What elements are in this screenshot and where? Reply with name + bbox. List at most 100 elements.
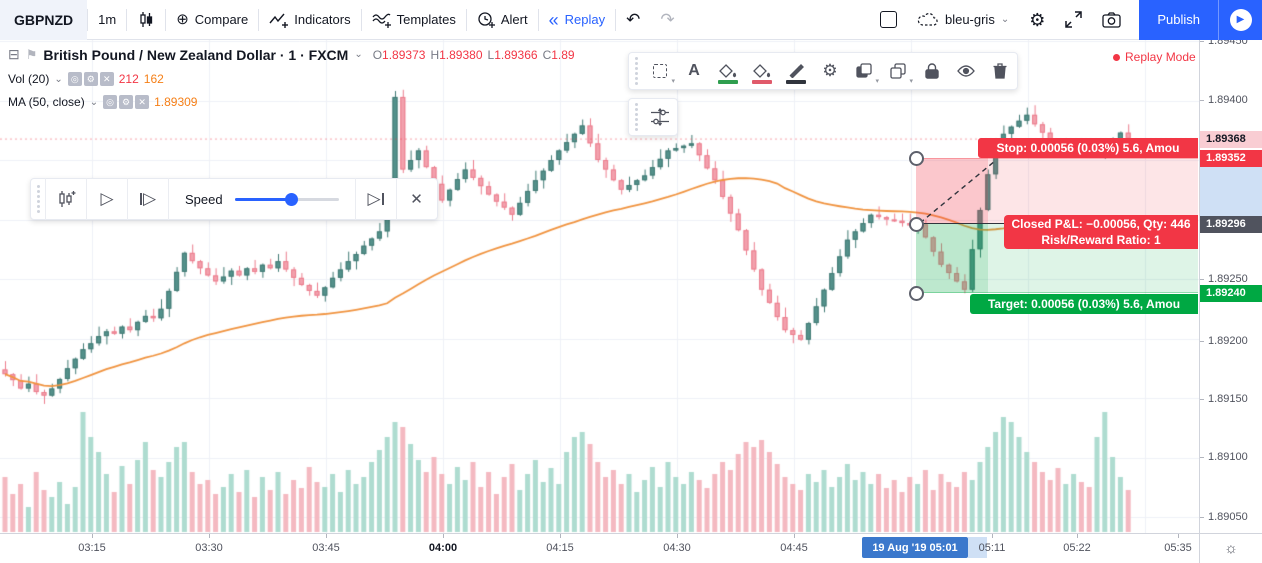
line-color-button[interactable] — [779, 54, 813, 88]
fill-color-loss-button[interactable] — [745, 54, 779, 88]
templates-button[interactable]: Templates — [362, 0, 466, 40]
target-label[interactable]: Target: 0.00056 (0.03%) 5.6, Amou — [970, 294, 1198, 314]
time-axis[interactable]: 19 Aug '19 05:01 03:15 03:30 03:45 04:00 04:… — [0, 533, 1199, 563]
undo-icon: ↶ — [626, 10, 641, 29]
time-tick-label: 04:00 — [428, 542, 458, 554]
symbol-title[interactable]: British Pound / New Zealand Dollar · 1 ·… — [43, 46, 349, 63]
ma-study-label[interactable]: MA (50, close) — [8, 95, 85, 109]
axis-selection-zone — [1200, 167, 1262, 216]
stop-handle[interactable] — [909, 151, 924, 166]
gear-icon[interactable]: ⚙ — [119, 95, 134, 109]
lock-icon — [925, 63, 939, 79]
speed-slider[interactable] — [234, 192, 339, 206]
chevron-down-icon[interactable]: ⌄ — [354, 49, 363, 60]
fullscreen-button[interactable] — [1055, 0, 1092, 40]
paint-bucket-icon — [753, 63, 771, 78]
alert-button[interactable]: Alert — [467, 0, 538, 40]
target-handle[interactable] — [909, 286, 924, 301]
undo-button[interactable]: ↶ — [616, 0, 650, 40]
time-tick-mark — [992, 534, 993, 538]
lock-button[interactable] — [915, 54, 949, 88]
trend-dash-line — [919, 160, 996, 224]
indicators-button[interactable]: Indicators — [259, 0, 360, 40]
chart-plot-area[interactable] — [0, 40, 1199, 533]
close-icon[interactable]: ✕ — [135, 95, 150, 109]
gear-icon[interactable]: ⚙ — [83, 72, 98, 86]
entry-handle[interactable] — [909, 217, 924, 232]
close-icon[interactable]: ✕ — [99, 72, 114, 86]
ma-legend-row: MA (50, close) ⌄ ◎ ⚙ ✕ 1.89309 — [8, 95, 580, 109]
screenshot-button[interactable] — [1092, 0, 1131, 40]
time-tick-label: 04:30 — [663, 542, 691, 554]
short-position-target-zone-active — [916, 224, 988, 293]
price-tick: 1.89100 — [1200, 451, 1262, 463]
chevron-down-icon[interactable]: ⌄ — [54, 73, 63, 85]
clone-button[interactable]: ▾ — [881, 54, 915, 88]
flag-icon[interactable]: ⚑ — [25, 46, 38, 62]
close-replay-button[interactable]: ✕ — [410, 191, 423, 208]
settings-button[interactable]: ⚙ — [1019, 0, 1055, 40]
time-tick-mark — [1178, 534, 1179, 538]
chevron-down-icon[interactable]: ⌄ — [89, 96, 99, 108]
stop-label[interactable]: Stop: 0.00056 (0.03%) 5.6, Amou — [978, 138, 1198, 158]
short-position-stop-zone-active — [916, 158, 988, 224]
paint-bucket-icon — [719, 63, 737, 78]
chart-legend: ⊟ ⚑ British Pound / New Zealand Dollar ·… — [8, 46, 580, 109]
position-tool-mini-toolbar — [628, 98, 678, 136]
redo-button[interactable]: ↷ — [650, 0, 684, 40]
closed-pnl-label[interactable]: Closed P&L: −0.00056, Qty: 446 Risk/Rewa… — [1004, 215, 1198, 249]
play-button[interactable]: ▷ — [100, 189, 114, 208]
time-tick-mark — [443, 534, 444, 538]
time-tick-label: 05:11 — [978, 542, 1006, 554]
chart-style-button[interactable] — [127, 0, 165, 40]
time-tick-mark — [209, 534, 210, 538]
fill-color-profit-button[interactable] — [711, 54, 745, 88]
fullscreen-icon — [1065, 11, 1083, 28]
indicators-icon — [269, 13, 289, 28]
speed-slider-knob[interactable] — [284, 192, 298, 206]
delete-button[interactable] — [983, 54, 1017, 88]
volume-study-label[interactable]: Vol (20) — [8, 72, 50, 86]
replay-rewind-icon: « — [548, 9, 559, 30]
time-tick-mark — [326, 534, 327, 538]
hide-button[interactable] — [949, 54, 983, 88]
play-circle-icon: ▶ — [1229, 8, 1252, 31]
tool-settings-button[interactable]: ⚙ — [813, 54, 847, 88]
style-rect-button[interactable]: ▾ — [643, 54, 677, 88]
jump-to-end-button[interactable]: ▷ — [356, 178, 396, 220]
volume-value: 212 — [118, 72, 139, 86]
short-position-stop-zone[interactable] — [916, 158, 1198, 224]
drag-handle[interactable] — [629, 57, 643, 85]
axis-settings-corner[interactable]: ☼ — [1199, 533, 1262, 563]
top-toolbar: GBPNZD 1m ⊕ Compare Indicators — [0, 0, 1262, 40]
publish-menu-button[interactable]: ▶ — [1218, 0, 1262, 40]
select-bar-button[interactable] — [46, 178, 86, 220]
compare-button[interactable]: ⊕ Compare — [176, 11, 249, 28]
replay-button[interactable]: « Replay — [548, 9, 606, 30]
layer-order-button[interactable]: ▾ — [847, 54, 881, 88]
record-dot-icon — [1113, 53, 1120, 61]
eye-icon — [957, 65, 975, 77]
publish-button[interactable]: Publish — [1139, 0, 1218, 40]
time-tick-mark — [1077, 534, 1078, 538]
position-settings-button[interactable] — [643, 100, 677, 134]
save-layout-button[interactable] — [870, 0, 907, 40]
interval-button[interactable]: 1m — [98, 12, 117, 27]
price-tick: 1.89150 — [1200, 393, 1262, 405]
cloud-theme-button[interactable]: bleu-gris ⌄ — [907, 0, 1019, 40]
drag-handle[interactable] — [629, 103, 643, 131]
chevron-down-icon: ⌄ — [1000, 14, 1010, 25]
symbol-button[interactable]: GBPNZD — [0, 0, 88, 40]
drag-handle[interactable] — [31, 185, 45, 213]
eye-icon[interactable]: ◎ — [103, 95, 118, 109]
collapse-legend-button[interactable]: ⊟ — [8, 46, 20, 62]
eye-icon[interactable]: ◎ — [67, 72, 82, 86]
brightness-icon: ☼ — [1224, 540, 1238, 557]
price-axis[interactable]: 1.89450 1.89400 1.89250 1.89200 1.89150 1.891… — [1199, 35, 1262, 533]
step-forward-button[interactable]: ▷ — [128, 178, 168, 220]
sliders-icon — [651, 108, 669, 126]
text-color-button[interactable]: A — [677, 54, 711, 88]
target-price-label: 1.89240 — [1200, 285, 1262, 302]
compare-icon: ⊕ — [176, 11, 189, 28]
dashed-rect-icon — [653, 64, 667, 78]
